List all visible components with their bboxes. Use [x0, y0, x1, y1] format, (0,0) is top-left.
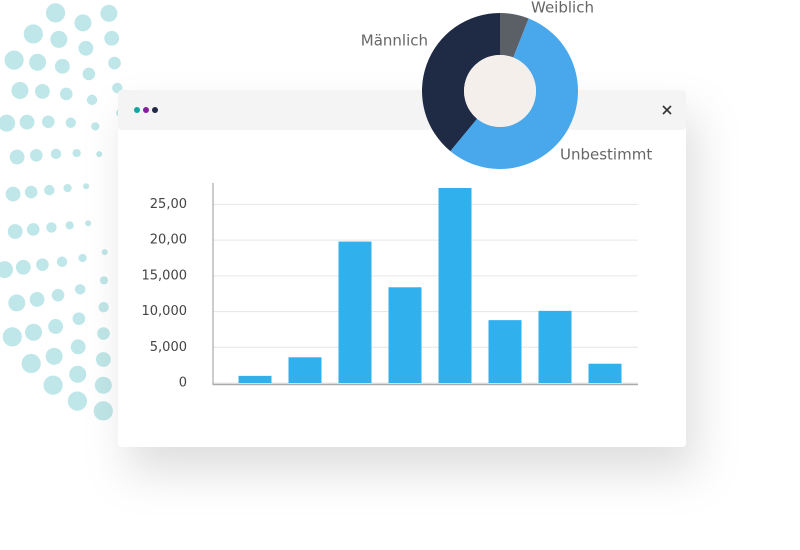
bar	[538, 310, 572, 383]
decor-dot	[74, 284, 86, 295]
decor-dot	[94, 376, 112, 394]
decor-dot	[78, 40, 94, 56]
pie-label: Weiblich	[531, 0, 594, 17]
decor-dot	[56, 256, 68, 267]
decor-dot	[96, 151, 103, 158]
decor-dot	[59, 87, 73, 101]
pie-label: Männlich	[361, 32, 428, 50]
donut-slice	[500, 13, 529, 58]
decor-dot	[44, 184, 55, 196]
decor-dot	[98, 302, 109, 313]
decor-dot	[78, 253, 87, 263]
decor-dot	[72, 148, 81, 158]
donut-hole	[464, 55, 536, 127]
decor-dot	[24, 185, 38, 199]
bar	[588, 363, 622, 383]
decor-dot	[36, 258, 49, 271]
decor-dot	[97, 327, 110, 340]
decor-dot	[8, 294, 26, 312]
decor-dot	[99, 276, 109, 285]
decor-dot	[19, 114, 35, 130]
decor-dot	[86, 94, 98, 106]
decor-dot	[83, 183, 90, 190]
decor-dot	[15, 259, 31, 275]
decor-dot	[91, 122, 100, 131]
decor-dot	[54, 58, 70, 74]
decor-dot	[74, 14, 92, 32]
decor-dot	[2, 327, 22, 347]
y-tick-label: 10,000	[142, 304, 188, 319]
decor-dot	[0, 114, 16, 132]
donut-slice	[450, 18, 578, 169]
decor-dot	[70, 339, 86, 355]
decor-dot	[29, 53, 47, 71]
y-tick-label: 0	[179, 376, 187, 391]
decor-dot	[5, 186, 21, 202]
decor-dot	[45, 3, 66, 23]
window	[118, 90, 686, 447]
decor-dot	[29, 148, 43, 162]
decor-dot	[69, 365, 87, 383]
window-dot	[143, 107, 149, 113]
bar	[338, 241, 372, 383]
decor-dot	[50, 148, 62, 160]
window-header	[118, 90, 686, 130]
decor-dot	[65, 117, 76, 128]
decor-dot	[85, 220, 92, 227]
decor-dot	[93, 401, 113, 421]
donut-chart	[421, 12, 578, 169]
decor-dot	[9, 149, 25, 165]
decor-dot	[65, 221, 74, 230]
bar	[488, 320, 522, 383]
window-dot	[152, 107, 158, 113]
decor-dot	[63, 184, 72, 193]
decor-dot	[43, 375, 63, 395]
pie-label: Unbestimmt	[560, 146, 652, 164]
y-tick-label: 15,000	[142, 268, 188, 283]
decor-dot	[104, 30, 120, 46]
decor-dot	[25, 323, 43, 341]
decor-dot	[67, 391, 87, 411]
decor-dot	[41, 115, 55, 129]
decor-dot	[72, 312, 86, 325]
y-tick-label: 5,000	[150, 340, 187, 355]
decor-dot	[82, 67, 96, 81]
decor-dot	[48, 319, 64, 334]
decor-dot	[50, 30, 68, 48]
y-tick-label: 20,00	[150, 233, 187, 248]
bar	[438, 188, 472, 383]
decor-dot	[51, 288, 65, 302]
window-dot	[134, 107, 140, 113]
decor-dot	[46, 222, 57, 233]
y-tick-label: 25,00	[150, 197, 187, 212]
decor-dot	[29, 292, 45, 307]
decor-dot	[7, 224, 23, 239]
decor-dot	[11, 82, 29, 100]
bar-chart: 0 5,000 10,000 15,000 20,00 25,00	[142, 183, 638, 391]
bar	[288, 357, 322, 383]
decor-dot	[35, 83, 50, 99]
decor-dot	[101, 249, 108, 256]
decor-dot	[100, 4, 118, 22]
decor-dot	[4, 50, 24, 70]
decor-dot	[45, 347, 63, 365]
decor-dot	[108, 56, 121, 70]
decor-dot	[95, 352, 111, 367]
close-button[interactable]	[662, 105, 672, 115]
donut-slice	[421, 12, 500, 152]
decor-dot	[23, 24, 43, 44]
decor-dot	[26, 223, 40, 236]
bar	[388, 287, 422, 383]
decor-dot	[0, 261, 13, 279]
bar	[238, 375, 272, 383]
decor-dot	[21, 353, 41, 374]
